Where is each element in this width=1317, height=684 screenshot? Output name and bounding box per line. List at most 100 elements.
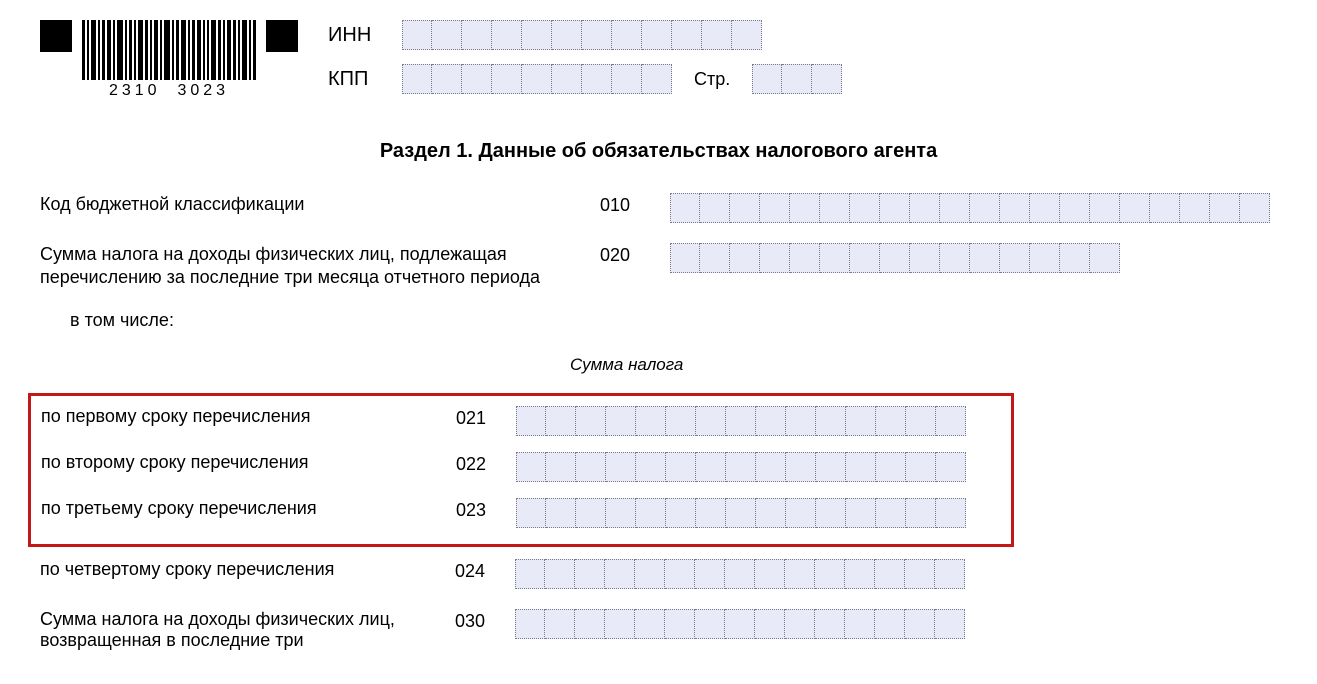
input-cell[interactable]: [666, 452, 696, 482]
input-cell[interactable]: [786, 452, 816, 482]
input-cell[interactable]: [845, 609, 875, 639]
input-cell[interactable]: [700, 243, 730, 273]
input-cell[interactable]: [936, 498, 966, 528]
input-cell[interactable]: [612, 64, 642, 94]
input-cell[interactable]: [940, 243, 970, 273]
input-cell[interactable]: [726, 498, 756, 528]
input-cell[interactable]: [636, 452, 666, 482]
input-cell[interactable]: [1000, 193, 1030, 223]
input-cell[interactable]: [696, 498, 726, 528]
input-cell[interactable]: [1090, 243, 1120, 273]
input-cell[interactable]: [606, 406, 636, 436]
input-cell[interactable]: [635, 559, 665, 589]
input-cell[interactable]: [605, 559, 635, 589]
input-cell[interactable]: [402, 20, 432, 50]
input-cell[interactable]: [726, 406, 756, 436]
input-cell[interactable]: [756, 406, 786, 436]
input-cell[interactable]: [582, 64, 612, 94]
input-cell[interactable]: [545, 609, 575, 639]
input-cell[interactable]: [1090, 193, 1120, 223]
row-024-cells[interactable]: [515, 559, 965, 589]
input-cell[interactable]: [756, 452, 786, 482]
input-cell[interactable]: [755, 609, 785, 639]
input-cell[interactable]: [726, 452, 756, 482]
input-cell[interactable]: [906, 452, 936, 482]
input-cell[interactable]: [850, 243, 880, 273]
input-cell[interactable]: [1030, 193, 1060, 223]
input-cell[interactable]: [725, 609, 755, 639]
input-cell[interactable]: [432, 20, 462, 50]
input-cell[interactable]: [515, 559, 545, 589]
input-cell[interactable]: [666, 498, 696, 528]
input-cell[interactable]: [725, 559, 755, 589]
input-cell[interactable]: [876, 406, 906, 436]
input-cell[interactable]: [812, 64, 842, 94]
input-cell[interactable]: [820, 193, 850, 223]
input-cell[interactable]: [636, 498, 666, 528]
input-cell[interactable]: [670, 193, 700, 223]
input-cell[interactable]: [516, 406, 546, 436]
input-cell[interactable]: [522, 64, 552, 94]
input-cell[interactable]: [636, 406, 666, 436]
input-cell[interactable]: [522, 20, 552, 50]
input-cell[interactable]: [782, 64, 812, 94]
input-cell[interactable]: [970, 193, 1000, 223]
input-cell[interactable]: [402, 64, 432, 94]
input-cell[interactable]: [1180, 193, 1210, 223]
input-cell[interactable]: [1060, 193, 1090, 223]
input-cell[interactable]: [940, 193, 970, 223]
input-cell[interactable]: [815, 609, 845, 639]
input-cell[interactable]: [606, 452, 636, 482]
input-cell[interactable]: [695, 559, 725, 589]
row-030-cells[interactable]: [515, 609, 965, 639]
input-cell[interactable]: [752, 64, 782, 94]
input-cell[interactable]: [880, 243, 910, 273]
input-cell[interactable]: [730, 193, 760, 223]
input-cell[interactable]: [785, 609, 815, 639]
input-cell[interactable]: [935, 609, 965, 639]
input-cell[interactable]: [755, 559, 785, 589]
input-cell[interactable]: [665, 609, 695, 639]
input-cell[interactable]: [605, 609, 635, 639]
input-cell[interactable]: [696, 406, 726, 436]
input-cell[interactable]: [492, 20, 522, 50]
input-cell[interactable]: [552, 64, 582, 94]
input-cell[interactable]: [732, 20, 762, 50]
input-cell[interactable]: [790, 193, 820, 223]
input-cell[interactable]: [936, 406, 966, 436]
input-cell[interactable]: [642, 20, 672, 50]
input-cell[interactable]: [846, 498, 876, 528]
input-cell[interactable]: [785, 559, 815, 589]
input-cell[interactable]: [492, 64, 522, 94]
row-020-cells[interactable]: [670, 243, 1120, 273]
input-cell[interactable]: [910, 193, 940, 223]
input-cell[interactable]: [432, 64, 462, 94]
input-cell[interactable]: [820, 243, 850, 273]
input-cell[interactable]: [695, 609, 725, 639]
input-cell[interactable]: [846, 406, 876, 436]
input-cell[interactable]: [546, 452, 576, 482]
input-cell[interactable]: [576, 452, 606, 482]
page-cells[interactable]: [752, 64, 842, 94]
input-cell[interactable]: [612, 20, 642, 50]
input-cell[interactable]: [1150, 193, 1180, 223]
inn-cells[interactable]: [402, 20, 762, 50]
input-cell[interactable]: [816, 452, 846, 482]
input-cell[interactable]: [906, 498, 936, 528]
input-cell[interactable]: [462, 64, 492, 94]
input-cell[interactable]: [935, 559, 965, 589]
input-cell[interactable]: [876, 498, 906, 528]
input-cell[interactable]: [906, 406, 936, 436]
input-cell[interactable]: [846, 452, 876, 482]
input-cell[interactable]: [845, 559, 875, 589]
input-cell[interactable]: [672, 20, 702, 50]
input-cell[interactable]: [696, 452, 726, 482]
input-cell[interactable]: [666, 406, 696, 436]
input-cell[interactable]: [756, 498, 786, 528]
input-cell[interactable]: [700, 193, 730, 223]
input-cell[interactable]: [970, 243, 1000, 273]
input-cell[interactable]: [815, 559, 845, 589]
input-cell[interactable]: [786, 498, 816, 528]
input-cell[interactable]: [546, 498, 576, 528]
row-022-cells[interactable]: [516, 452, 966, 482]
